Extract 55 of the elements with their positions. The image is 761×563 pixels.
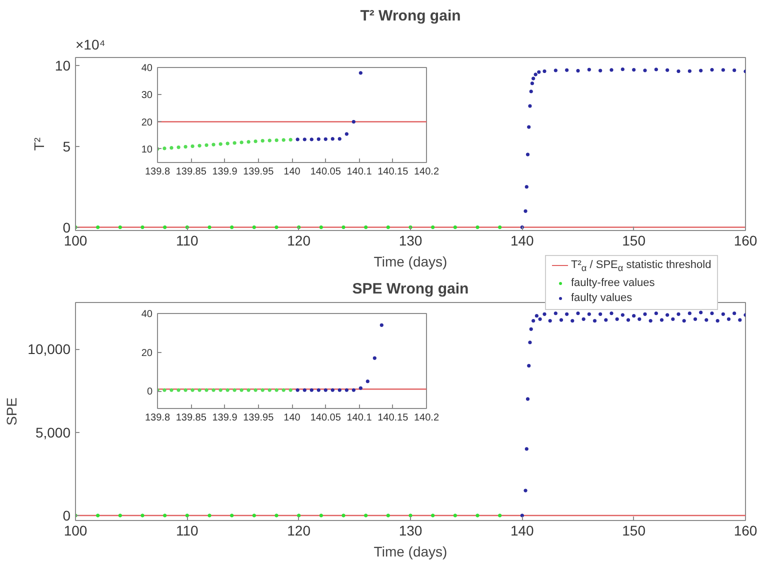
x-tick-label: 100 bbox=[64, 522, 88, 538]
x-tick-label: 130 bbox=[398, 522, 422, 538]
x-axis-title: Time (days) bbox=[374, 544, 448, 560]
x-tick-label: 130 bbox=[398, 232, 422, 248]
chart-title: SPE Wrong gain bbox=[352, 280, 469, 298]
x-tick-label: 150 bbox=[622, 232, 646, 248]
x-tick-label: 139.8 bbox=[144, 412, 170, 424]
x-tick-label: 110 bbox=[176, 522, 199, 538]
chart-title: T² Wrong gain bbox=[360, 8, 461, 24]
y-tick-label: 10,000 bbox=[28, 341, 71, 358]
x-tick-label: 140.05 bbox=[310, 166, 342, 178]
x-tick-label: 140.2 bbox=[414, 412, 440, 424]
x-tick-label: 110 bbox=[176, 232, 199, 248]
x-tick-label: 100 bbox=[64, 232, 88, 248]
y-tick-label: 20 bbox=[141, 117, 153, 128]
x-tick-label: 140.15 bbox=[378, 412, 409, 424]
x-tick-label: 139.95 bbox=[243, 166, 274, 178]
x-tick-label: 140 bbox=[284, 166, 301, 178]
x-tick-label: 140 bbox=[510, 522, 534, 538]
x-tick-label: 120 bbox=[287, 522, 311, 538]
x-tick-label: 140 bbox=[284, 412, 301, 424]
y-tick-label: 30 bbox=[141, 90, 153, 102]
y-tick-label: 0 bbox=[62, 508, 71, 524]
x-tick-label: 140.15 bbox=[378, 166, 409, 178]
legend-label: faulty values bbox=[570, 291, 634, 306]
x-tick-label: 140.2 bbox=[414, 166, 440, 178]
x-tick-label: 139.95 bbox=[243, 412, 274, 424]
y-tick-label: 0 bbox=[62, 219, 71, 236]
x-tick-label: 140.05 bbox=[310, 412, 342, 424]
y-tick-label: 10 bbox=[141, 144, 153, 156]
x-tick-label: 139.8 bbox=[144, 166, 170, 178]
y-tick-label: 10 bbox=[54, 58, 71, 74]
x-tick-label: 160 bbox=[734, 232, 758, 248]
y-tick-label: 40 bbox=[141, 309, 153, 320]
y-tick-label: 20 bbox=[141, 348, 153, 359]
text: ×10⁴ bbox=[76, 36, 106, 52]
x-tick-label: 139.85 bbox=[176, 166, 207, 178]
y-axis-title: SPE bbox=[4, 397, 20, 426]
y-axis-title: T² bbox=[30, 137, 47, 151]
legend-label: T²$_{α}$ / SPE$_{α}$ statistic threshold bbox=[570, 258, 712, 276]
x-axis-title: Time (days) bbox=[374, 254, 448, 270]
x-tick-label: 150 bbox=[622, 522, 646, 538]
x-tick-label: 120 bbox=[287, 232, 311, 248]
y-tick-label: 5,000 bbox=[35, 424, 71, 440]
x-tick-label: 140.1 bbox=[346, 412, 372, 424]
legend-label: faulty-free values bbox=[570, 276, 656, 292]
x-tick-label: 139.9 bbox=[212, 412, 238, 424]
x-tick-label: 160 bbox=[734, 522, 758, 538]
x-tick-label: 140.1 bbox=[346, 166, 372, 178]
x-tick-label: 139.85 bbox=[176, 412, 207, 424]
x-tick-label: 139.9 bbox=[212, 166, 238, 178]
y-tick-label: 0 bbox=[146, 386, 153, 398]
y-tick-label: 40 bbox=[141, 63, 153, 74]
x-tick-label: 140 bbox=[510, 232, 534, 248]
y-tick-label: 5 bbox=[62, 138, 71, 154]
